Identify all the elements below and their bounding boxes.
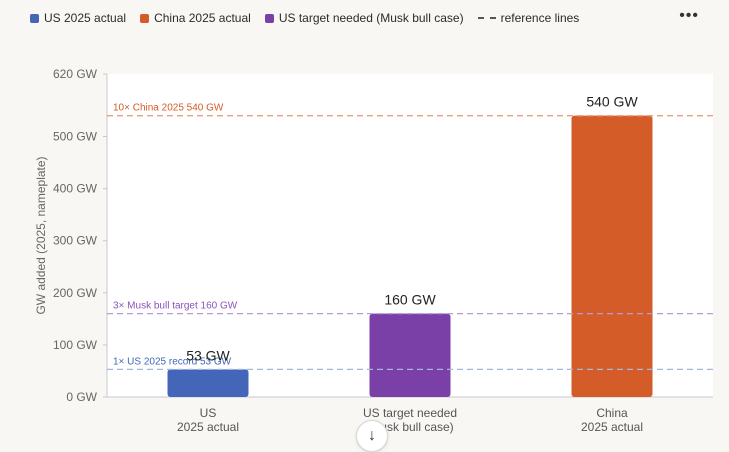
y-tick-label: 300 GW xyxy=(53,234,98,248)
data-label: 53 GW xyxy=(186,347,230,363)
reference-line-label: 3× Musk bull target 160 GW xyxy=(113,301,238,312)
legend-label: reference lines xyxy=(500,11,580,25)
legend-label: US 2025 actual xyxy=(44,11,127,25)
more-options-icon[interactable]: ••• xyxy=(679,7,699,24)
x-tick-label: US xyxy=(200,406,217,420)
reference-line-label: 1× US 2025 record 53 GW xyxy=(113,356,232,367)
legend-item-china-2025-actual[interactable]: China 2025 actual xyxy=(140,11,251,25)
bar xyxy=(369,313,451,397)
y-tick-label: 400 GW xyxy=(53,182,98,196)
x-tick-label: US target needed xyxy=(363,406,457,420)
legend-swatch xyxy=(140,13,150,23)
scroll-down-button[interactable]: ↓ xyxy=(356,420,388,452)
bar xyxy=(167,369,249,397)
legend-item-us-2025-actual[interactable]: US 2025 actual xyxy=(30,11,126,25)
y-axis-title: GW added (2025, nameplate) xyxy=(34,156,48,314)
y-tick-label: 200 GW xyxy=(53,286,98,300)
reference-line-label: 10× China 2025 540 GW xyxy=(113,103,224,114)
x-tick-label: China xyxy=(596,406,628,420)
legend-label: China 2025 actual xyxy=(154,11,251,25)
dashed-line-swatch xyxy=(477,17,496,19)
data-label: 160 GW xyxy=(384,292,436,308)
y-tick-label: 100 GW xyxy=(53,338,98,352)
y-tick-label: 620 GW xyxy=(53,67,98,81)
data-label: 540 GW xyxy=(586,94,638,110)
x-tick-label: 2025 actual xyxy=(177,420,239,434)
legend-label: US target needed (Musk bull case) xyxy=(278,11,464,25)
legend-swatch xyxy=(30,13,39,23)
y-tick-label: 500 GW xyxy=(53,130,98,144)
legend-swatch xyxy=(264,13,274,23)
legend-item-reference-lines[interactable]: reference lines xyxy=(477,11,580,25)
arrow-down-icon: ↓ xyxy=(368,427,376,444)
y-tick-label: 0 GW xyxy=(66,390,97,404)
x-tick-label: (Musk bull case) xyxy=(366,420,453,434)
chart-legend: US 2025 actual China 2025 actual US targ… xyxy=(30,10,579,26)
bar xyxy=(571,115,653,397)
legend-item-us-target[interactable]: US target needed (Musk bull case) xyxy=(264,11,464,25)
x-tick-label: 2025 actual xyxy=(581,420,643,434)
